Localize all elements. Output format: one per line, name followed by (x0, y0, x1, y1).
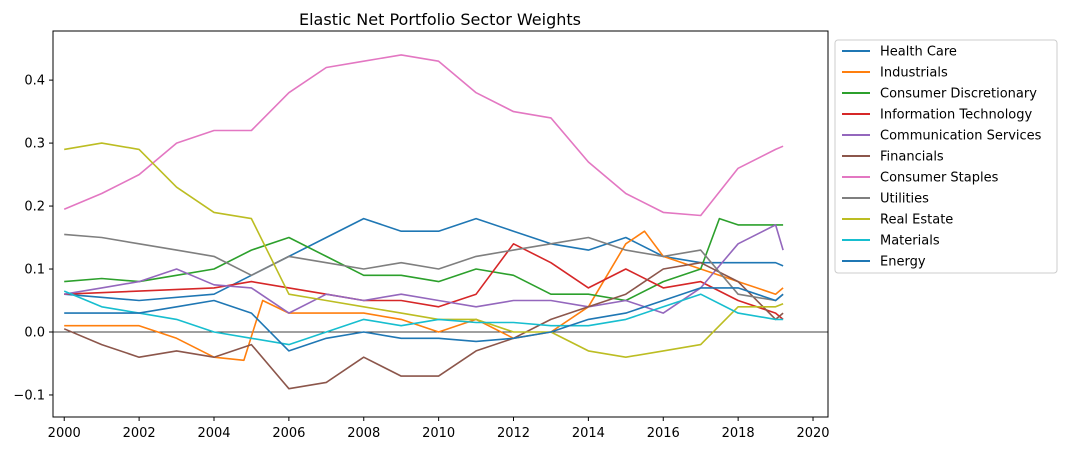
y-tick-label: 0.3 (24, 137, 45, 152)
series-line-information-technology (64, 243, 784, 321)
legend-label-communication-services: Communication Services (880, 129, 1042, 144)
x-tick-label: 2004 (197, 426, 230, 441)
legend-label-real-estate: Real Estate (880, 213, 953, 228)
series-line-consumer-discretionary (64, 217, 784, 302)
y-tick-label: 0.0 (24, 325, 45, 340)
x-tick-label: 2010 (422, 426, 455, 441)
x-tick-label: 2014 (572, 426, 605, 441)
legend: Health Care Industrials Consumer Discretio… (834, 39, 1058, 274)
x-axis: 2000 2002 2004 2006 2008 2010 2012 2014 2016 2018… (48, 417, 830, 441)
legend-label-materials: Materials (880, 234, 940, 249)
legend-label-utilities: Utilities (880, 192, 929, 207)
series-layer (63, 54, 784, 390)
chart-title: Elastic Net Portfolio Sector Weights (299, 10, 581, 29)
x-tick-label: 2018 (722, 426, 755, 441)
series-line-industrials (64, 230, 784, 362)
x-tick-label: 2012 (497, 426, 530, 441)
x-tick-label: 2008 (347, 426, 380, 441)
legend-box (834, 39, 1058, 274)
y-tick-label: 0.2 (24, 200, 45, 215)
series-line-energy (64, 287, 784, 352)
series-line-utilities (64, 233, 784, 302)
y-axis: −0.1 0.0 0.1 0.2 0.3 0.4 (13, 74, 53, 403)
series-line-consumer-staples (63, 54, 784, 217)
legend-label-consumer-discretionary: Consumer Discretionary (880, 87, 1037, 102)
legend-label-information-technology: Information Technology (880, 108, 1033, 123)
legend-label-financials: Financials (880, 150, 944, 165)
plot-area: 2000 2002 2004 2006 2008 2010 2012 2014 2016 2018… (13, 30, 830, 441)
x-tick-label: 2016 (647, 426, 680, 441)
legend-label-energy: Energy (880, 255, 926, 270)
x-tick-label: 2020 (796, 426, 829, 441)
series-line-materials (63, 290, 784, 346)
series-line-financials (63, 261, 784, 390)
x-tick-label: 2002 (123, 426, 156, 441)
y-tick-label: 0.1 (24, 263, 45, 278)
x-tick-label: 2000 (48, 426, 81, 441)
y-tick-label: −0.1 (13, 388, 45, 403)
y-tick-label: 0.4 (24, 74, 45, 89)
x-tick-label: 2006 (272, 426, 305, 441)
legend-label-industrials: Industrials (880, 66, 948, 81)
series-line-communication-services (64, 224, 784, 314)
legend-label-consumer-staples: Consumer Staples (880, 171, 999, 186)
legend-label-health-care: Health Care (880, 45, 957, 60)
plot-frame (52, 30, 829, 418)
